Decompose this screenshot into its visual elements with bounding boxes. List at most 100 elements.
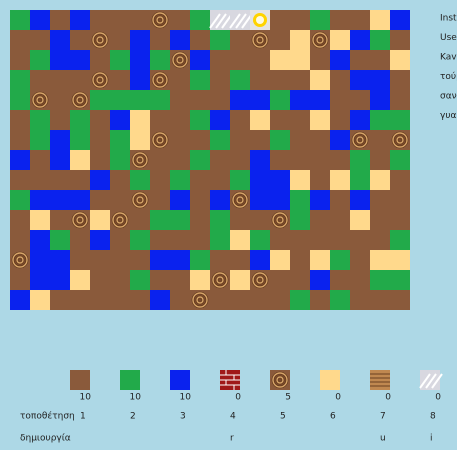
map-tile[interactable]: [330, 130, 350, 150]
palette-swatch[interactable]: [270, 370, 290, 390]
map-tile[interactable]: [370, 90, 390, 110]
map-tile[interactable]: [390, 170, 410, 190]
map-tile[interactable]: [150, 90, 170, 110]
map-tile[interactable]: [110, 30, 130, 50]
map-tile[interactable]: [90, 30, 110, 50]
map-tile[interactable]: [310, 110, 330, 130]
map-tile[interactable]: [10, 210, 30, 230]
map-tile[interactable]: [230, 150, 250, 170]
map-tile[interactable]: [250, 150, 270, 170]
map-tile[interactable]: [50, 270, 70, 290]
map-tile[interactable]: [190, 70, 210, 90]
map-tile[interactable]: [390, 290, 410, 310]
map-tile[interactable]: [130, 290, 150, 310]
map-tile[interactable]: [210, 190, 230, 210]
map-tile[interactable]: [330, 290, 350, 310]
map-tile[interactable]: [90, 10, 110, 30]
map-tile[interactable]: [110, 150, 130, 170]
map-tile[interactable]: [270, 170, 290, 190]
map-tile[interactable]: [330, 70, 350, 90]
map-tile[interactable]: [330, 10, 350, 30]
map-tile[interactable]: [310, 270, 330, 290]
map-tile[interactable]: [30, 50, 50, 70]
map-tile[interactable]: [10, 270, 30, 290]
map-tile[interactable]: [270, 110, 290, 130]
map-tile[interactable]: [170, 30, 190, 50]
map-tile[interactable]: [230, 210, 250, 230]
map-tile[interactable]: [310, 30, 330, 50]
map-tile[interactable]: [270, 90, 290, 110]
map-tile[interactable]: [350, 170, 370, 190]
map-tile[interactable]: [90, 70, 110, 90]
map-tile[interactable]: [170, 190, 190, 210]
map-tile[interactable]: [70, 210, 90, 230]
palette-swatch[interactable]: [120, 370, 140, 390]
map-tile[interactable]: [370, 270, 390, 290]
map-tile[interactable]: [110, 50, 130, 70]
map-tile[interactable]: [150, 290, 170, 310]
map-tile[interactable]: [50, 90, 70, 110]
map-tile[interactable]: [50, 210, 70, 230]
map-tile[interactable]: [170, 230, 190, 250]
map-tile[interactable]: [70, 30, 90, 50]
map-tile[interactable]: [130, 190, 150, 210]
map-tile[interactable]: [370, 190, 390, 210]
map-tile[interactable]: [250, 230, 270, 250]
map-tile[interactable]: [30, 170, 50, 190]
map-tile[interactable]: [390, 10, 410, 30]
map-tile[interactable]: [310, 70, 330, 90]
map-tile[interactable]: [310, 130, 330, 150]
map-tile[interactable]: [30, 70, 50, 90]
map-tile[interactable]: [330, 210, 350, 230]
map-tile[interactable]: [190, 110, 210, 130]
map-tile[interactable]: [390, 150, 410, 170]
map-tile[interactable]: [330, 190, 350, 210]
map-tile[interactable]: [370, 170, 390, 190]
map-tile[interactable]: [70, 290, 90, 310]
map-tile[interactable]: [90, 150, 110, 170]
map-tile[interactable]: [390, 90, 410, 110]
map-tile[interactable]: [230, 110, 250, 130]
map-tile[interactable]: [90, 170, 110, 190]
map-tile[interactable]: [390, 70, 410, 90]
map-tile[interactable]: [70, 250, 90, 270]
map-tile[interactable]: [190, 10, 210, 30]
map-tile[interactable]: [210, 250, 230, 270]
map-tile[interactable]: [50, 290, 70, 310]
map-tile[interactable]: [290, 170, 310, 190]
map-tile[interactable]: [250, 250, 270, 270]
map-tile[interactable]: [330, 90, 350, 110]
map-tile[interactable]: [270, 10, 290, 30]
map-tile[interactable]: [170, 150, 190, 170]
map-tile[interactable]: [110, 210, 130, 230]
map-tile[interactable]: [330, 50, 350, 70]
map-tile[interactable]: [150, 250, 170, 270]
map-tile[interactable]: [130, 50, 150, 70]
map-tile[interactable]: [230, 190, 250, 210]
map-tile[interactable]: [270, 210, 290, 230]
map-tile[interactable]: [370, 30, 390, 50]
map-tile[interactable]: [150, 130, 170, 150]
map-tile[interactable]: [290, 50, 310, 70]
map-tile[interactable]: [290, 10, 310, 30]
map-tile[interactable]: [170, 210, 190, 230]
map-tile[interactable]: [230, 270, 250, 290]
map-tile[interactable]: [50, 190, 70, 210]
map-tile[interactable]: [190, 170, 210, 190]
map-tile[interactable]: [290, 290, 310, 310]
map-tile[interactable]: [210, 70, 230, 90]
map-tile[interactable]: [290, 230, 310, 250]
map-tile[interactable]: [270, 250, 290, 270]
map-tile[interactable]: [250, 190, 270, 210]
map-tile[interactable]: [190, 210, 210, 230]
palette-swatch[interactable]: [419, 370, 443, 390]
map-tile[interactable]: [110, 10, 130, 30]
map-tile[interactable]: [270, 190, 290, 210]
map-tile[interactable]: [330, 150, 350, 170]
map-tile[interactable]: [10, 170, 30, 190]
map-tile[interactable]: [230, 290, 250, 310]
palette-swatch[interactable]: [220, 370, 240, 390]
map-tile[interactable]: [70, 10, 90, 30]
map-tile[interactable]: [330, 110, 350, 130]
map-tile[interactable]: [209, 10, 233, 30]
